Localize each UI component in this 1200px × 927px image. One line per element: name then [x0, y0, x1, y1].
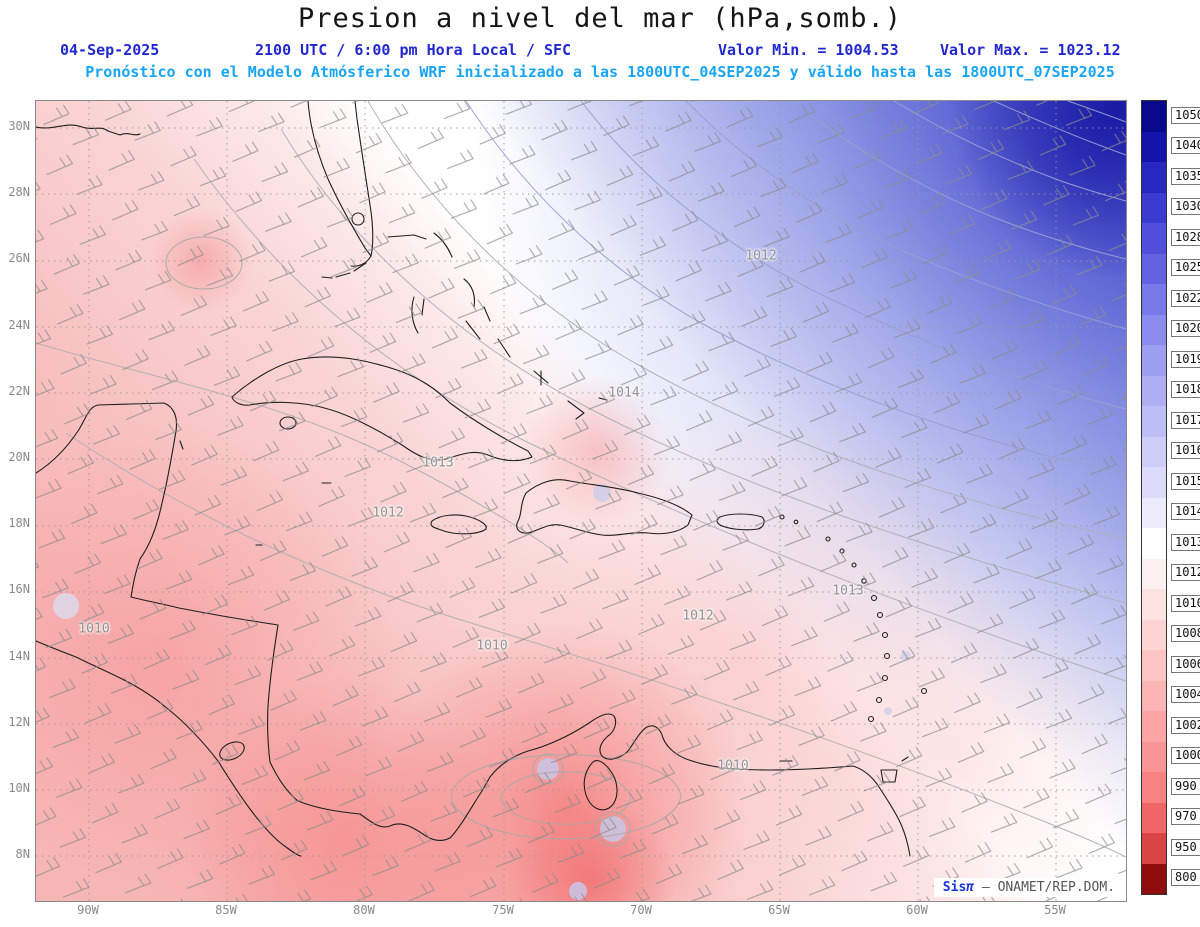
contour-label: 1012 [745, 248, 777, 264]
colorbar-label: 1013 [1171, 533, 1200, 551]
header-min-value: Valor Min. = 1004.53 [718, 41, 899, 59]
contour-label: 1013 [832, 583, 864, 599]
colorbar-swatch [1142, 741, 1166, 772]
colorbar-swatch [1142, 650, 1166, 681]
pressure-map-canvas [36, 101, 1126, 901]
colorbar: 1050 1040 1035 1030 1028 1025 1022 1020 … [1141, 100, 1200, 895]
colorbar-swatch [1142, 589, 1166, 620]
colorbar-label: 1022 [1171, 289, 1200, 307]
colorbar-label: 1020 [1171, 320, 1200, 338]
colorbar-label: 1002 [1171, 716, 1200, 734]
lon-tick: 60W [906, 903, 928, 917]
colorbar-swatch [1142, 619, 1166, 650]
lon-tick: 65W [768, 903, 790, 917]
colorbar-label: 1014 [1171, 503, 1200, 521]
colorbar-swatch [1142, 131, 1166, 162]
colorbar-label: 970 [1171, 808, 1200, 826]
lat-tick: 14N [8, 649, 30, 663]
colorbar-label: 1050 [1171, 106, 1200, 124]
colorbar-label: 800 [1171, 869, 1200, 887]
header-max-value: Valor Max. = 1023.12 [940, 41, 1121, 59]
colorbar-label: 1000 [1171, 747, 1200, 765]
colorbar-swatch [1142, 284, 1166, 315]
contour-label: 1012 [682, 608, 714, 624]
colorbar-label: 1025 [1171, 259, 1200, 277]
lat-tick: 16N [8, 582, 30, 596]
colorbar-swatch [1142, 375, 1166, 406]
colorbar-label: 1028 [1171, 228, 1200, 246]
lon-tick: 85W [215, 903, 237, 917]
colorbar-swatch [1142, 497, 1166, 528]
contour-label: 1014 [608, 385, 640, 401]
colorbar-label: 1004 [1171, 686, 1200, 704]
lat-tick: 20N [8, 450, 30, 464]
colorbar-label: 1010 [1171, 594, 1200, 612]
lat-tick: 28N [8, 185, 30, 199]
colorbar-label: 1035 [1171, 167, 1200, 185]
wind-barbs [36, 101, 1126, 901]
forecast-line: Pronóstico con el Modelo Atmósferico WRF… [85, 63, 1115, 81]
header-date: 04-Sep-2025 [60, 41, 160, 59]
lat-tick: 18N [8, 516, 30, 530]
colorbar-swatch [1142, 863, 1166, 894]
watermark-source: – ONAMET/REP.DOM. [981, 880, 1115, 895]
watermark-sis: Sis [942, 880, 967, 895]
colorbar-swatch [1142, 436, 1166, 467]
lon-tick: 70W [630, 903, 652, 917]
colorbar-swatch [1142, 467, 1166, 498]
colorbar-swatch [1142, 223, 1166, 254]
colorbar-label: 1017 [1171, 411, 1200, 429]
contour-label: 1010 [78, 621, 110, 637]
colorbar-label: 1016 [1171, 442, 1200, 460]
colorbar-label: 950 [1171, 838, 1200, 856]
page-title: Presion a nivel del mar (hPa,somb.) [298, 3, 902, 34]
colorbar-swatch [1142, 406, 1166, 437]
lon-tick: 80W [353, 903, 375, 917]
colorbar-swatch [1142, 101, 1166, 132]
colorbar-label: 1006 [1171, 655, 1200, 673]
lat-tick: 22N [8, 384, 30, 398]
pressure-map: 1012 1014 1013 1012 1010 1013 1012 1010 … [35, 100, 1127, 902]
lat-tick: 24N [8, 318, 30, 332]
colorbar-label: 990 [1171, 777, 1200, 795]
header-valid-time: 2100 UTC / 6:00 pm Hora Local / SFC [255, 41, 572, 59]
colorbar-strip [1141, 100, 1167, 895]
colorbar-swatch [1142, 711, 1166, 742]
lat-tick: 26N [8, 251, 30, 265]
lat-tick: 10N [8, 781, 30, 795]
contour-label: 1010 [476, 638, 508, 654]
contour-label: 1012 [372, 505, 404, 521]
colorbar-swatch [1142, 314, 1166, 345]
colorbar-swatch [1142, 253, 1166, 284]
lat-tick: 30N [8, 119, 30, 133]
colorbar-swatch [1142, 162, 1166, 193]
colorbar-label: 1015 [1171, 472, 1200, 490]
colorbar-label: 1030 [1171, 198, 1200, 216]
colorbar-label: 1008 [1171, 625, 1200, 643]
watermark-pi-icon: π [966, 880, 975, 895]
colorbar-swatch [1142, 192, 1166, 223]
lat-tick: 12N [8, 715, 30, 729]
colorbar-swatch [1142, 345, 1166, 376]
colorbar-swatch [1142, 833, 1166, 864]
lat-tick: 8N [15, 847, 30, 861]
lon-tick: 90W [77, 903, 99, 917]
colorbar-label: 1019 [1171, 350, 1200, 368]
colorbar-label: 1018 [1171, 381, 1200, 399]
watermark: Sisπ – ONAMET/REP.DOM. [933, 878, 1124, 897]
colorbar-labels: 1050 1040 1035 1030 1028 1025 1022 1020 … [1171, 100, 1200, 895]
lon-tick: 75W [492, 903, 514, 917]
colorbar-label: 1012 [1171, 564, 1200, 582]
colorbar-swatch [1142, 802, 1166, 833]
contour-label: 1013 [422, 455, 454, 471]
colorbar-label: 1040 [1171, 137, 1200, 155]
colorbar-swatch [1142, 558, 1166, 589]
contour-label: 1010 [717, 758, 749, 774]
colorbar-swatch [1142, 772, 1166, 803]
colorbar-swatch [1142, 528, 1166, 559]
colorbar-swatch [1142, 680, 1166, 711]
lon-tick: 55W [1044, 903, 1066, 917]
